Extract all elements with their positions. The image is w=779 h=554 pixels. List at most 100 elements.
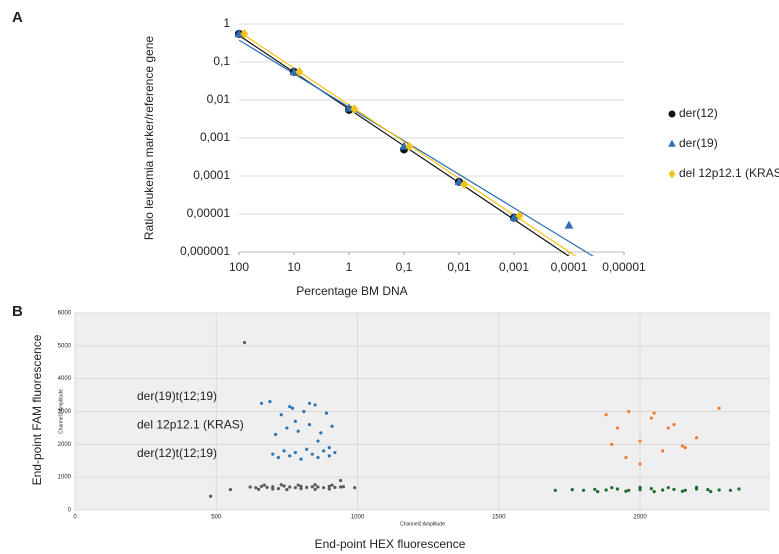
point (322, 449, 326, 453)
x-tick-label: 1500 (492, 515, 506, 521)
legend-label: der(19) (679, 136, 718, 150)
x-tick-label: 10 (287, 260, 301, 274)
point (717, 406, 721, 410)
point (290, 406, 295, 410)
point (341, 485, 345, 489)
point (299, 457, 303, 461)
point (652, 411, 656, 415)
point (638, 439, 642, 443)
point (638, 488, 642, 492)
legend-label: der(12) (679, 106, 718, 120)
y-tick-label: 1 (223, 16, 230, 30)
x-tick-label: 500 (211, 515, 222, 521)
y-axis-title: Channel1 Amplitude (58, 389, 64, 434)
point (338, 485, 343, 489)
point (293, 419, 297, 423)
point (265, 485, 269, 489)
y-tick-label: 6000 (58, 311, 72, 317)
y-axis-label: Ratio leukemia marker/reference gene (142, 36, 156, 240)
point (307, 423, 312, 427)
point (288, 485, 292, 489)
point (333, 450, 337, 455)
point (296, 483, 300, 487)
x-tick-label: 1 (346, 260, 353, 274)
point (289, 67, 299, 76)
point (717, 488, 721, 492)
point (316, 439, 320, 443)
point (649, 487, 653, 491)
x-tick-label: 2000 (633, 515, 647, 521)
x-axis-title: Channel2 Amplitude (400, 521, 445, 527)
point (279, 413, 283, 417)
y-tick-label: 0,00001 (187, 206, 231, 220)
y-tick-label: 2000 (58, 442, 72, 448)
point (282, 484, 286, 488)
point (316, 485, 320, 489)
point (327, 454, 331, 458)
point (638, 462, 642, 466)
point (302, 409, 306, 414)
point (683, 488, 687, 492)
panel-label: B (12, 303, 23, 320)
annotation: der(12)t(12;19) (137, 446, 217, 460)
point (293, 450, 297, 455)
point (680, 489, 685, 493)
y-tick-label: 0,0001 (193, 168, 230, 182)
point (310, 452, 314, 456)
y-tick-label: 0,000001 (180, 244, 230, 258)
trend-line (239, 39, 594, 256)
point (285, 488, 289, 492)
panel-label: A (12, 9, 23, 26)
point (285, 426, 289, 430)
point (330, 424, 334, 428)
y-tick-label: 0,01 (207, 92, 231, 106)
point (694, 436, 699, 440)
point (672, 487, 676, 491)
point (615, 426, 620, 430)
point (694, 485, 699, 489)
point (728, 488, 733, 492)
point (262, 483, 266, 487)
point (310, 485, 314, 489)
point (604, 413, 608, 417)
point (661, 449, 665, 453)
legend-marker (668, 139, 676, 147)
point (257, 487, 261, 491)
point (288, 454, 292, 458)
point (649, 416, 653, 420)
point (271, 487, 275, 491)
point (327, 446, 331, 450)
point (454, 177, 464, 186)
y-axis-label: End-point FAM fluorescence (30, 334, 44, 485)
y-tick-label: 3000 (58, 409, 72, 415)
point (570, 488, 574, 492)
point (581, 488, 586, 492)
point (324, 411, 329, 415)
point (709, 490, 713, 494)
point (271, 485, 275, 489)
point (666, 426, 670, 430)
point (327, 487, 331, 491)
point (624, 455, 628, 460)
point (638, 485, 642, 489)
trend-line (239, 34, 570, 256)
point (295, 67, 304, 77)
point (680, 444, 685, 448)
point (333, 485, 337, 489)
point (234, 29, 244, 38)
point (615, 487, 620, 491)
point (624, 489, 628, 493)
point (228, 488, 232, 492)
point (610, 442, 614, 446)
point (553, 488, 557, 492)
point (307, 401, 312, 405)
point (305, 447, 309, 451)
point (209, 494, 213, 498)
annotation: der(19)t(12;19) (137, 389, 217, 403)
point (515, 210, 524, 221)
x-tick-label: 100 (229, 260, 249, 274)
point (299, 484, 303, 488)
point (273, 432, 278, 437)
point (296, 429, 300, 433)
